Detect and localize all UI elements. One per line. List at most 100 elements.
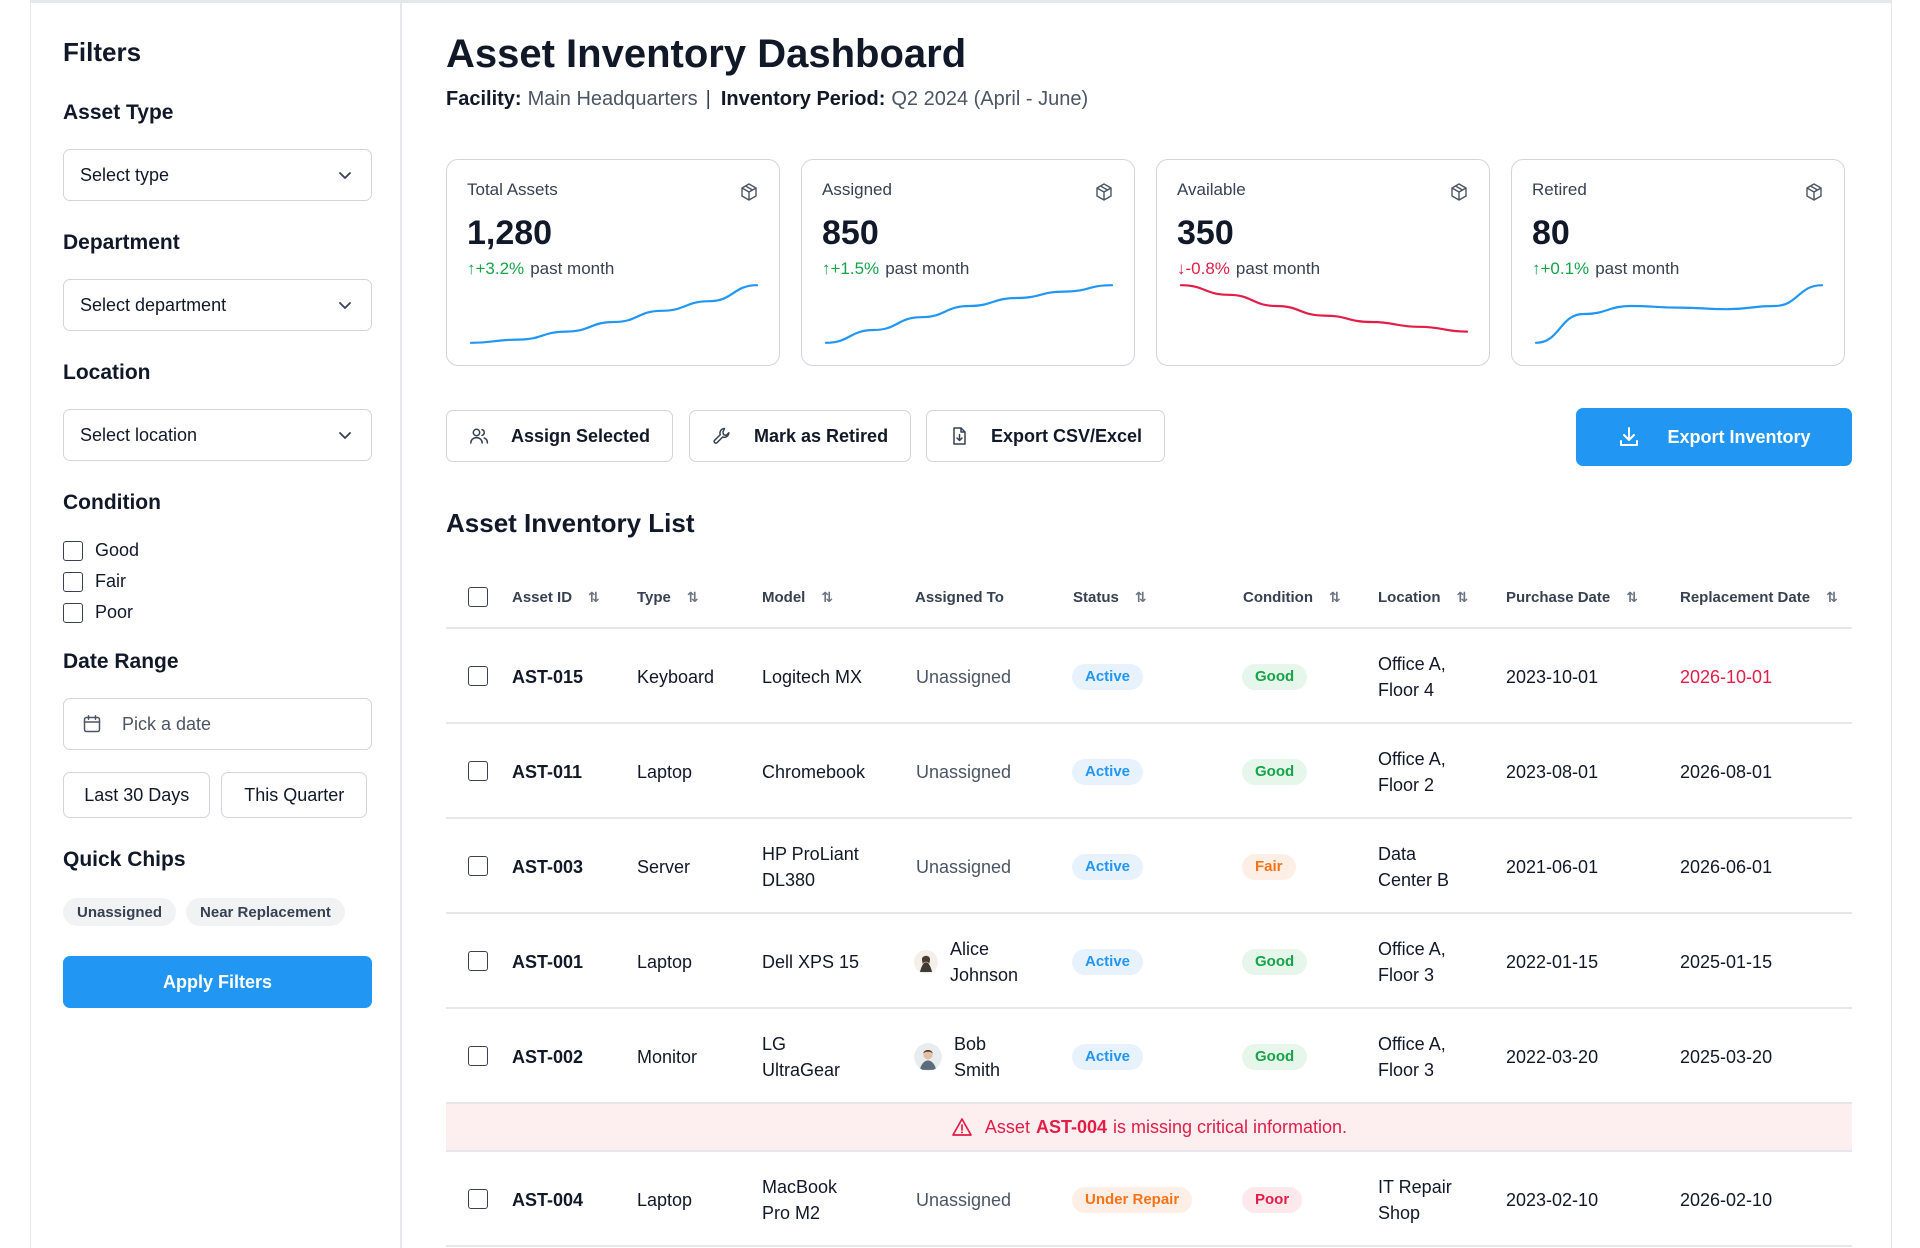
purchase-date-cell: 2023-02-10 (1506, 1189, 1599, 1210)
mark-retired-button[interactable]: Mark as Retired (689, 410, 911, 462)
condition-options: Good Fair Poor (63, 535, 367, 628)
table-row[interactable]: AST-004 Laptop MacBook Pro M2 Unassigned… (446, 1152, 1852, 1247)
row-checkbox[interactable] (468, 761, 488, 781)
stat-card-value: 850 (822, 214, 879, 252)
column-condition[interactable]: Condition ⇅ (1243, 565, 1341, 629)
replacement-date-cell: 2026-06-01 (1680, 856, 1773, 877)
column-label: Condition (1243, 588, 1313, 606)
select-all-checkbox[interactable] (468, 587, 488, 607)
column-type[interactable]: Type ⇅ (637, 565, 699, 629)
avatar (914, 949, 938, 974)
assign-selected-button[interactable]: Assign Selected (446, 410, 673, 462)
department-placeholder: Select department (80, 294, 227, 315)
sort-icon[interactable]: ⇅ (1626, 588, 1638, 605)
export-csv-button[interactable]: Export CSV/Excel (926, 410, 1165, 462)
date-picker-input[interactable]: Pick a date (63, 698, 372, 750)
alert-prefix: Asset (984, 1116, 1030, 1137)
assigned-cell: Unassigned (916, 666, 1012, 687)
export-inventory-label: Export Inventory (1667, 426, 1811, 447)
delta-suffix: past month (1235, 259, 1321, 278)
avatar (914, 1042, 942, 1071)
column-label: Model (762, 588, 806, 606)
condition-label: Condition (63, 491, 161, 514)
missing-info-alert: Asset AST-004 is missing critical inform… (446, 1104, 1852, 1152)
apply-filters-button[interactable]: Apply Filters (63, 956, 372, 1008)
column-assigned-to[interactable]: Assigned To (915, 565, 1004, 629)
alert-message: is missing critical information. (1113, 1116, 1348, 1137)
warning-icon (952, 1118, 972, 1136)
table-row[interactable]: AST-001 Laptop Dell XPS 15 Alice Johnson… (446, 914, 1852, 1009)
asset-type-select[interactable]: Select type (63, 149, 372, 201)
status-badge: Active (1072, 663, 1144, 690)
model-cell: Chromebook (762, 761, 866, 782)
condition-good-option[interactable]: Good (63, 535, 367, 566)
stat-card-total-assets: Total Assets 1,280 ↑+3.2% past month (446, 159, 780, 366)
model-cell: LG UltraGear (762, 1033, 841, 1080)
column-location[interactable]: Location ⇅ (1378, 565, 1468, 629)
sort-icon[interactable]: ⇅ (1134, 588, 1147, 605)
column-replacement-date[interactable]: Replacement Date ⇅ (1680, 565, 1838, 629)
department-select[interactable]: Select department (63, 279, 372, 331)
sort-icon[interactable]: ⇅ (686, 588, 699, 605)
stat-card-available: Available 350 ↓-0.8% past month (1156, 159, 1490, 366)
sort-icon[interactable]: ⇅ (821, 588, 834, 605)
trend-up-icon: ↑ (1532, 259, 1541, 278)
filters-sidebar: Filters Asset Type Select type Departmen… (31, 3, 402, 1248)
stat-card-delta: ↑+3.2% past month (467, 259, 759, 279)
status-badge: Active (1072, 853, 1144, 880)
table-row[interactable]: AST-015 Keyboard Logitech MX Unassigned … (446, 629, 1852, 724)
delta-suffix: past month (530, 259, 615, 278)
sort-icon[interactable]: ⇅ (1456, 588, 1469, 605)
condition-poor-checkbox[interactable] (63, 602, 83, 623)
column-purchase-date[interactable]: Purchase Date ⇅ (1506, 565, 1638, 629)
facility-label: Facility: (446, 88, 522, 110)
condition-fair-checkbox[interactable] (63, 571, 83, 592)
sparkline-path (1179, 284, 1469, 333)
filters-title: Filters (63, 37, 142, 67)
near-replacement-chip[interactable]: Near Replacement (186, 898, 345, 926)
asset-id-cell: AST-002 (512, 1046, 584, 1067)
export-csv-label: Export CSV/Excel (991, 425, 1143, 446)
condition-fair-option[interactable]: Fair (63, 566, 367, 597)
column-asset-id[interactable]: Asset ID ⇅ (512, 565, 600, 629)
alert-asset-id: AST-004 (1035, 1116, 1107, 1137)
purchase-date-cell: 2021-06-01 (1506, 856, 1599, 877)
sort-icon[interactable]: ⇅ (1328, 588, 1341, 605)
unassigned-chip[interactable]: Unassigned (63, 898, 177, 926)
location-cell: IT Repair Shop (1378, 1176, 1452, 1223)
replacement-date-cell: 2025-03-20 (1680, 1046, 1773, 1067)
row-checkbox[interactable] (468, 1046, 488, 1066)
table-row[interactable]: AST-003 Server HP ProLiant DL380 Unassig… (446, 819, 1852, 914)
location-select[interactable]: Select location (63, 409, 372, 461)
assign-selected-label: Assign Selected (511, 425, 651, 446)
stat-card-delta: ↑+1.5% past month (822, 259, 1114, 279)
asset-type-placeholder: Select type (80, 164, 170, 185)
location-cell: Office A, Floor 2 (1378, 748, 1446, 795)
row-checkbox[interactable] (468, 666, 488, 686)
last-30-days-button[interactable]: Last 30 Days (63, 772, 211, 818)
sort-icon[interactable]: ⇅ (588, 588, 600, 605)
row-checkbox[interactable] (468, 1189, 488, 1209)
replacement-date-cell: 2026-10-01 (1680, 666, 1773, 687)
sparkline-path (824, 284, 1114, 344)
condition-badge: Good (1242, 1043, 1308, 1070)
sort-icon[interactable]: ⇅ (1826, 588, 1838, 605)
delta-value: -0.8% (1185, 259, 1230, 278)
this-quarter-button[interactable]: This Quarter (221, 772, 367, 818)
condition-badge: Good (1242, 948, 1308, 975)
table-row[interactable]: AST-011 Laptop Chromebook Unassigned Act… (446, 724, 1852, 819)
stat-card-label: Total Assets (467, 180, 558, 199)
date-picker-placeholder: Pick a date (122, 713, 212, 734)
export-inventory-button[interactable]: Export Inventory (1576, 408, 1852, 466)
column-status[interactable]: Status ⇅ (1073, 565, 1147, 629)
row-checkbox[interactable] (468, 856, 488, 876)
meta-separator: | (705, 88, 711, 110)
condition-good-checkbox[interactable] (63, 540, 83, 561)
condition-poor-option[interactable]: Poor (63, 597, 367, 628)
column-model[interactable]: Model ⇅ (762, 565, 833, 629)
delta-suffix: past month (885, 259, 970, 278)
asset-list-title: Asset Inventory List (446, 508, 695, 538)
table-row[interactable]: AST-002 Monitor LG UltraGear Bob Smith A… (446, 1009, 1852, 1104)
stat-card-retired: Retired 80 ↑+0.1% past month (1511, 159, 1845, 366)
row-checkbox[interactable] (468, 951, 488, 971)
